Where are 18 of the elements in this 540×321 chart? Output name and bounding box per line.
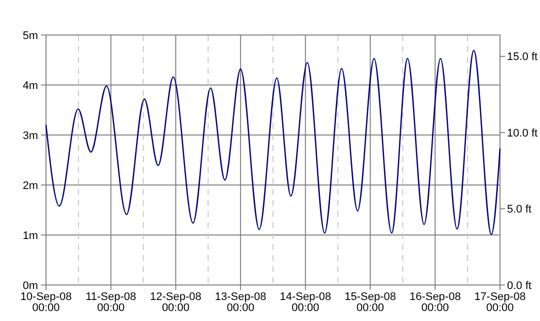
y2-tick-label: 15.0 ft xyxy=(507,51,538,64)
x-tick-label: 17-Sep-08 00:00 xyxy=(474,291,526,314)
y-tick-label: 5m xyxy=(22,30,38,42)
x-tick-label: 16-Sep-08 00:00 xyxy=(409,291,461,314)
y2-tick-label: 0.0 ft xyxy=(507,280,532,292)
y-tick-label: 0m xyxy=(22,280,38,292)
x-tick-label: 10-Sep-08 00:00 xyxy=(20,291,72,314)
y2-tick-label: 5.0 ft xyxy=(507,204,532,216)
y-tick-label: 4m xyxy=(22,80,38,92)
x-tick-label: 11-Sep-08 00:00 xyxy=(86,291,136,314)
x-tick-label: 15-Sep-08 00:00 xyxy=(344,291,396,314)
x-tick-label: 12-Sep-08 00:00 xyxy=(150,291,202,314)
y-tick-label: 1m xyxy=(22,230,38,242)
x-tick-label: 13-Sep-08 00:00 xyxy=(214,291,266,314)
y2-tick-label: 10.0 ft xyxy=(507,127,538,140)
y-tick-label: 2m xyxy=(22,180,38,192)
x-tick-label: 14-Sep-08 00:00 xyxy=(280,291,332,314)
y-tick-label: 3m xyxy=(22,130,38,142)
